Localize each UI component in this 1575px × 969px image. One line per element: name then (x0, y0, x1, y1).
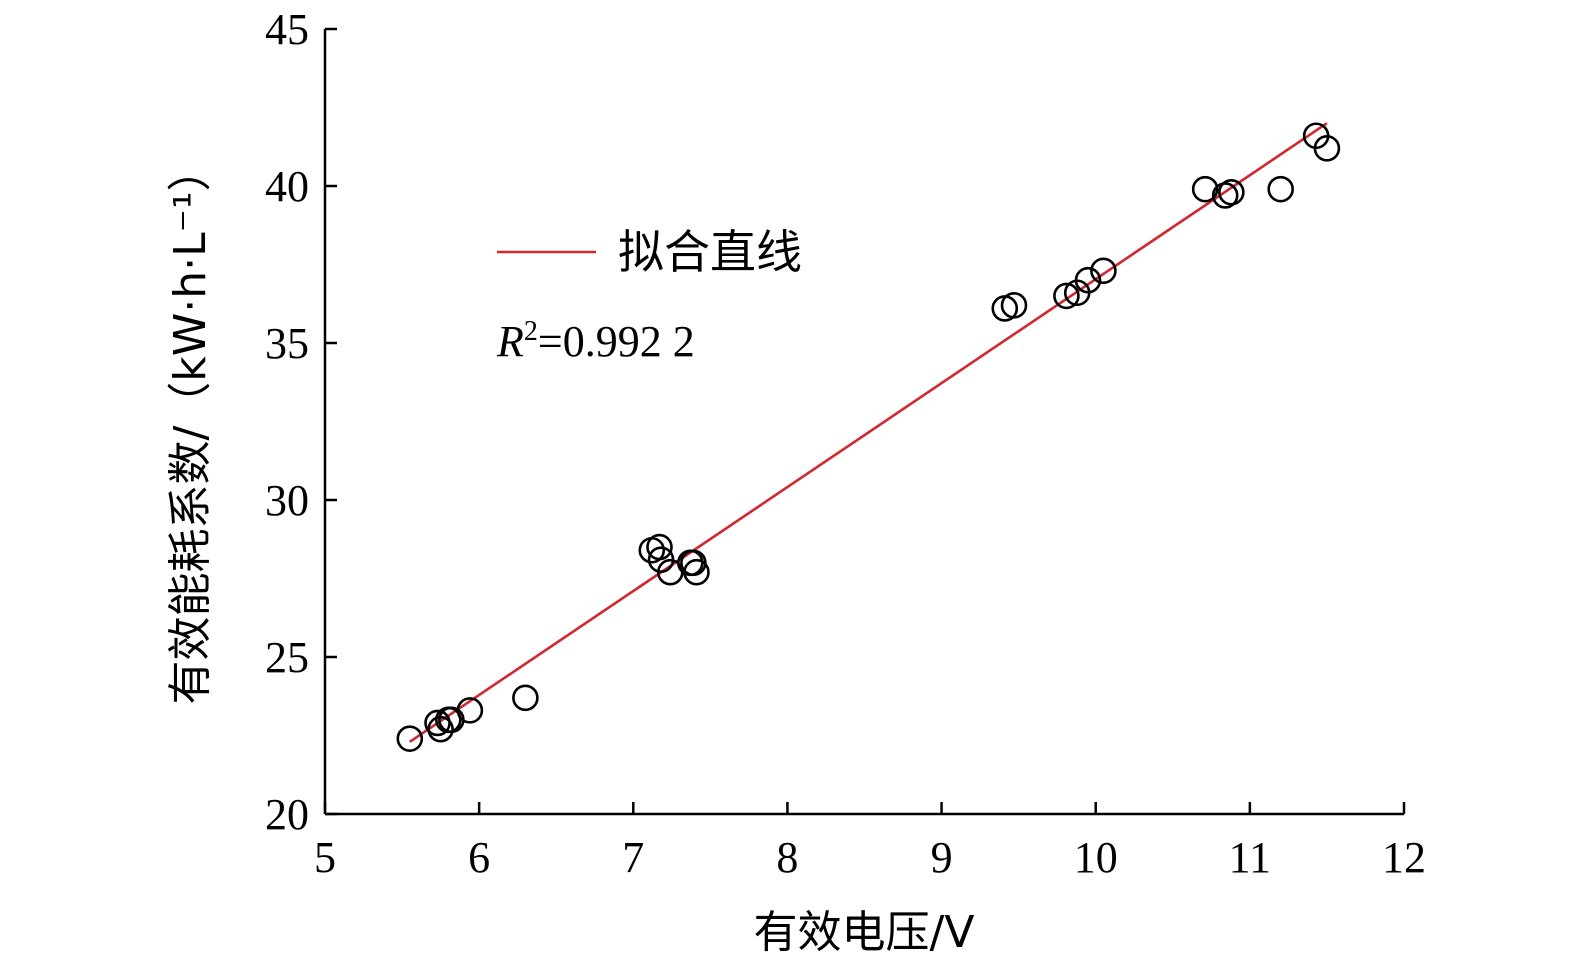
r2-value: =0.992 2 (538, 317, 695, 366)
x-tick-label: 12 (1382, 833, 1426, 882)
x-tick-label: 9 (931, 833, 953, 882)
y-tick-label: 45 (265, 5, 309, 54)
fit-line (409, 122, 1328, 743)
data-point (1313, 135, 1341, 162)
x-tick-label: 10 (1074, 833, 1118, 882)
data-point (1267, 175, 1294, 203)
data-point (1000, 292, 1028, 319)
data-point (1218, 178, 1245, 206)
r-squared-annotation: R2=0.992 2 (496, 316, 695, 366)
x-tick-label: 7 (622, 833, 644, 882)
x-axis-title: 有效电压/V (754, 907, 975, 958)
data-point (683, 558, 710, 586)
data-point (646, 533, 673, 561)
legend: 拟合直线 (497, 225, 802, 279)
y-tick-label: 35 (265, 319, 309, 368)
x-tick-label: 6 (468, 833, 490, 882)
data-point (1191, 175, 1219, 203)
data-point (456, 697, 484, 724)
y-tick-label: 30 (265, 476, 309, 525)
data-point (396, 725, 424, 752)
data-point (1090, 257, 1117, 285)
legend-label-fit-line: 拟合直线 (618, 225, 802, 279)
y-axis-title: 有效能耗系数/（kW·h·L⁻¹） (165, 147, 216, 704)
x-tick-label: 5 (314, 833, 336, 882)
y-tick-label: 20 (265, 790, 309, 839)
data-point (512, 684, 539, 712)
data-points (396, 122, 1341, 752)
x-tick-label: 8 (776, 833, 798, 882)
data-point (1074, 266, 1102, 294)
axes: 5 6 7 8 9 10 11 12 20 25 30 35 40 45 (265, 5, 1426, 882)
y-tick-label: 25 (265, 633, 309, 682)
x-tick-label: 11 (1229, 833, 1271, 882)
r2-power: 2 (524, 316, 538, 347)
data-point (1053, 282, 1080, 310)
fit-line-layer (409, 122, 1328, 743)
r2-symbol: R (496, 317, 524, 366)
y-tick-label: 40 (265, 162, 309, 211)
